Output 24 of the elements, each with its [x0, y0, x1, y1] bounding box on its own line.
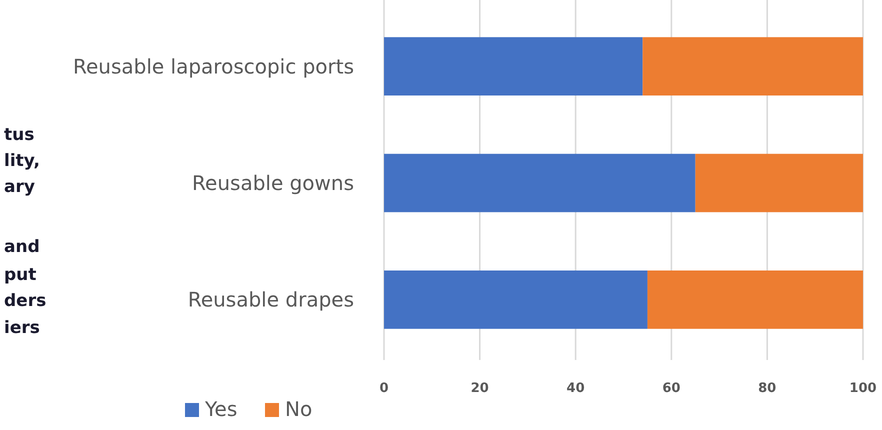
bar: [384, 270, 648, 329]
x-tick-label: 100: [849, 381, 877, 396]
text: ders: [4, 291, 46, 311]
x-tick-label: 80: [758, 381, 776, 396]
text: iers: [4, 318, 40, 338]
x-tick-label: 0: [379, 381, 389, 396]
x-tick-label: 20: [470, 381, 489, 396]
y-tick-label: Reusable laparoscopic ports: [72, 54, 354, 78]
text: ary: [4, 177, 35, 197]
legend-label: No: [285, 397, 312, 421]
y-tick-label: Reusable gowns: [192, 171, 354, 195]
x-tick-label: 60: [662, 381, 680, 396]
y-tick-label: Reusable drapes: [188, 288, 354, 312]
x-tick-label: 40: [566, 381, 585, 396]
text: put: [4, 265, 36, 285]
text: and: [4, 237, 40, 257]
bar: [695, 154, 863, 212]
bar: [647, 270, 863, 329]
bar: [384, 37, 643, 96]
legend-label: Yes: [204, 397, 238, 421]
text: tus: [4, 125, 34, 145]
bar: [384, 154, 696, 212]
bar: [642, 37, 863, 96]
text: lity,: [4, 151, 40, 171]
